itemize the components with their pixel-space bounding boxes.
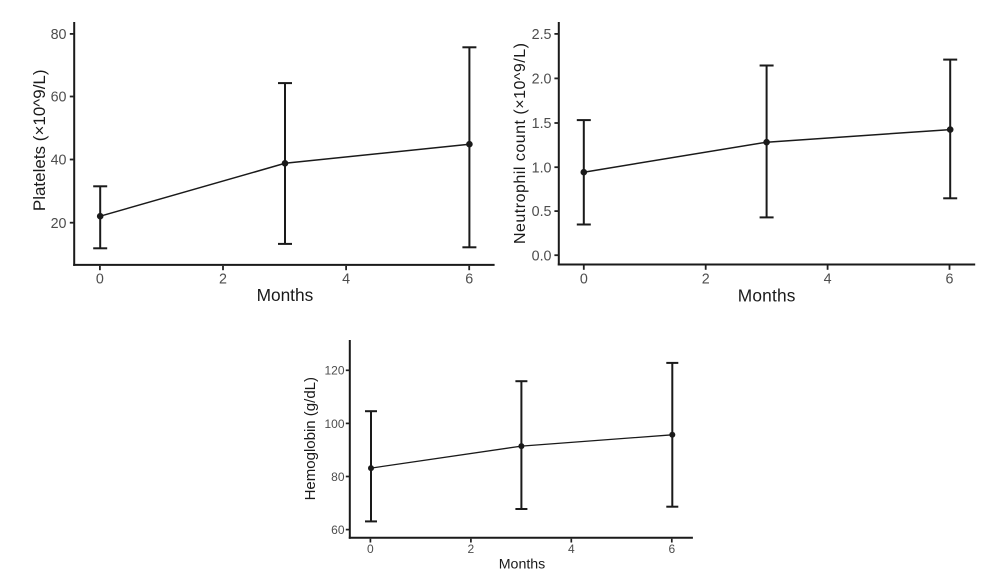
svg-text:0: 0	[367, 542, 374, 556]
svg-text:Neutrophil count (×10^9/L): Neutrophil count (×10^9/L)	[512, 43, 529, 245]
svg-text:120: 120	[324, 364, 344, 378]
svg-text:2.5: 2.5	[532, 27, 552, 43]
svg-text:2.0: 2.0	[532, 72, 552, 88]
svg-text:4: 4	[824, 272, 832, 288]
svg-text:Hemoglobin (g/dL): Hemoglobin (g/dL)	[302, 377, 319, 500]
svg-text:6: 6	[465, 272, 473, 288]
svg-text:1.0: 1.0	[532, 160, 552, 176]
svg-text:Months: Months	[499, 557, 546, 573]
svg-text:4: 4	[568, 542, 575, 556]
svg-text:2: 2	[468, 542, 475, 556]
svg-text:6: 6	[946, 272, 954, 288]
svg-text:60: 60	[331, 523, 345, 537]
svg-text:20: 20	[51, 216, 67, 232]
svg-text:100: 100	[324, 417, 344, 431]
svg-text:Platelets (×10^9/L): Platelets (×10^9/L)	[30, 69, 49, 211]
svg-text:0.0: 0.0	[532, 248, 552, 264]
svg-text:0.5: 0.5	[532, 204, 552, 220]
svg-text:80: 80	[51, 27, 67, 43]
svg-text:40: 40	[51, 153, 67, 169]
svg-text:Months: Months	[738, 286, 796, 306]
svg-text:80: 80	[331, 470, 345, 484]
svg-text:Months: Months	[257, 285, 314, 305]
svg-text:6: 6	[668, 542, 675, 556]
svg-text:2: 2	[219, 272, 227, 288]
svg-text:0: 0	[96, 272, 104, 288]
svg-text:0: 0	[580, 272, 588, 288]
svg-text:2: 2	[702, 272, 710, 288]
svg-text:60: 60	[51, 90, 67, 106]
svg-text:1.5: 1.5	[532, 116, 552, 132]
svg-text:4: 4	[342, 272, 350, 288]
